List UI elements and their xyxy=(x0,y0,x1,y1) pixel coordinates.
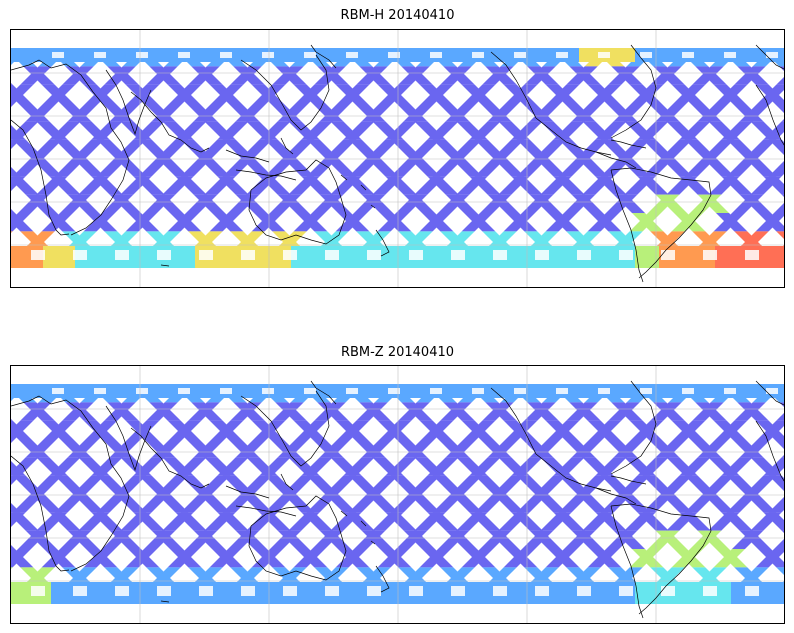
map-panel-rbm-z xyxy=(10,365,785,624)
swath-map-rbm-z xyxy=(11,366,784,623)
panel-top-title: RBM-H 20140410 xyxy=(340,8,455,23)
map-panel-rbm-h xyxy=(10,29,785,288)
swath-map-rbm-h xyxy=(11,30,784,287)
panel-bottom-title: RBM-Z 20140410 xyxy=(340,345,455,360)
